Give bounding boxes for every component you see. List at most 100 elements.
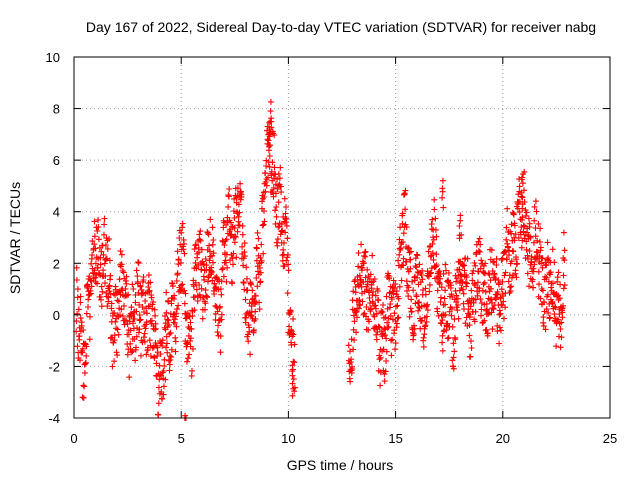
data-point [275, 199, 282, 206]
data-point [477, 241, 484, 248]
data-point [384, 319, 391, 326]
data-point [272, 207, 279, 214]
data-point [353, 329, 360, 336]
data-point [521, 168, 528, 175]
data-point [175, 256, 182, 263]
data-point [518, 193, 525, 200]
data-point [290, 358, 297, 365]
data-point [527, 233, 533, 240]
data-point [258, 241, 265, 248]
data-point [119, 313, 126, 320]
data-point [557, 281, 564, 288]
data-point [547, 314, 553, 321]
data-point [502, 269, 509, 276]
data-point [484, 330, 491, 337]
data-point [453, 278, 460, 285]
data-point [469, 277, 476, 284]
data-point [121, 317, 128, 324]
data-point [373, 336, 380, 343]
data-point [533, 208, 540, 215]
data-point [532, 233, 539, 240]
data-point [403, 278, 410, 285]
data-point [561, 282, 568, 289]
data-point [260, 221, 267, 228]
data-point [284, 251, 291, 258]
data-point [377, 382, 384, 389]
data-point [488, 309, 495, 316]
data-point [445, 270, 452, 276]
data-point [86, 273, 93, 280]
data-point [482, 288, 489, 295]
data-point [86, 336, 93, 343]
data-point [357, 302, 364, 309]
data-point [266, 126, 273, 133]
data-point [501, 272, 508, 279]
data-point [448, 291, 455, 298]
data-point [90, 275, 97, 282]
data-point [393, 288, 400, 295]
data-point [433, 262, 440, 269]
data-point [431, 206, 438, 213]
data-point [349, 365, 356, 372]
data-point [140, 334, 147, 341]
data-point [369, 252, 376, 259]
data-point [130, 309, 137, 316]
data-point [399, 220, 406, 227]
x-tick-label: 20 [496, 431, 510, 446]
data-point [97, 254, 104, 261]
data-point [560, 285, 567, 292]
data-point [540, 314, 547, 321]
data-point [452, 336, 459, 343]
data-point [209, 224, 216, 231]
data-point [498, 256, 505, 263]
data-point [467, 303, 474, 310]
data-point [114, 352, 121, 359]
data-point [439, 177, 446, 184]
data-point [128, 304, 135, 311]
data-point [162, 320, 169, 327]
data-point [226, 186, 233, 192]
data-point [430, 236, 437, 243]
data-point [376, 323, 383, 330]
y-tick-label: -2 [48, 359, 60, 374]
data-point [431, 196, 438, 203]
y-tick-label: 0 [53, 308, 60, 323]
data-point [159, 396, 166, 402]
data-point [74, 286, 81, 293]
data-point [216, 305, 223, 311]
data-point [235, 213, 242, 220]
data-point [269, 159, 276, 166]
data-point [450, 365, 457, 372]
data-point [372, 292, 379, 299]
data-point [152, 340, 159, 346]
data-point [167, 329, 174, 336]
data-point [237, 180, 244, 187]
data-point [241, 240, 248, 247]
data-point [245, 338, 252, 345]
data-point [210, 259, 216, 266]
data-point [97, 261, 104, 268]
data-point [140, 274, 147, 280]
data-point [409, 278, 416, 285]
data-point [395, 314, 402, 321]
data-point [202, 287, 209, 294]
data-point [225, 203, 232, 210]
data-point [103, 290, 110, 296]
data-point [202, 300, 209, 307]
data-point [99, 242, 106, 249]
data-point [181, 300, 188, 307]
data-point [511, 237, 518, 244]
data-point [392, 340, 399, 347]
data-point [221, 242, 228, 249]
data-point [146, 337, 153, 344]
data-point [215, 322, 222, 329]
data-point [108, 300, 115, 307]
data-point [422, 291, 429, 298]
data-point [513, 274, 520, 281]
data-point [166, 367, 173, 374]
data-point [169, 283, 176, 290]
data-point [104, 303, 111, 310]
data-point [274, 242, 281, 249]
data-point [488, 247, 495, 254]
data-point [444, 278, 451, 285]
